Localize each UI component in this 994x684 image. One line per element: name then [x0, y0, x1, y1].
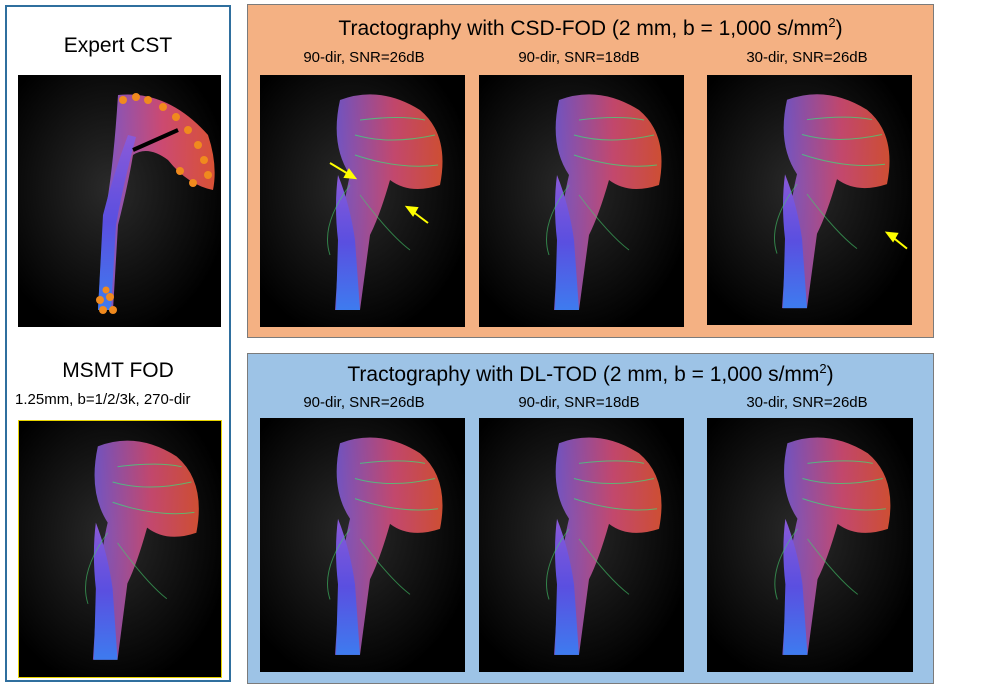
csd-tract-image-3 — [707, 75, 912, 325]
yellow-arrow-icon — [404, 205, 429, 224]
yellow-arrow-icon — [329, 162, 358, 180]
dl-tod-panel: Tractography with DL-TOD (2 mm, b = 1,00… — [247, 353, 934, 684]
csd-fod-title: Tractography with CSD-FOD (2 mm, b = 1,0… — [338, 15, 843, 40]
dl-tod-title: Tractography with DL-TOD (2 mm, b = 1,00… — [347, 361, 834, 386]
dltod-condition-label-1: 90-dir, SNR=26dB — [303, 394, 425, 411]
csd-fod-panel: Tractography with CSD-FOD (2 mm, b = 1,0… — [247, 4, 934, 338]
dltod-tract-image-2 — [479, 418, 684, 672]
yellow-arrow-icon — [884, 231, 908, 250]
csd-condition-label-1: 90-dir, SNR=26dB — [303, 49, 425, 66]
msmt-fod-image — [18, 420, 222, 678]
csd-condition-label-2: 90-dir, SNR=18dB — [518, 49, 640, 66]
left-column-frame: Expert CST MSMT FOD 1.25mm, b=1/2/3k, 27… — [5, 5, 231, 682]
csd-condition-label-3: 30-dir, SNR=26dB — [746, 49, 868, 66]
dltod-condition-label-3: 30-dir, SNR=26dB — [746, 394, 868, 411]
csd-tract-image-2 — [479, 75, 684, 327]
msmt-fod-subtitle: 1.25mm, b=1/2/3k, 270-dir — [15, 391, 191, 408]
msmt-fod-title: MSMT FOD — [62, 359, 174, 382]
dltod-tract-image-3 — [707, 418, 913, 672]
expert-cst-title: Expert CST — [63, 34, 173, 57]
expert-cst-image — [18, 75, 221, 327]
dltod-tract-image-1 — [260, 418, 465, 672]
csd-tract-image-1 — [260, 75, 465, 327]
dltod-condition-label-2: 90-dir, SNR=18dB — [518, 394, 640, 411]
